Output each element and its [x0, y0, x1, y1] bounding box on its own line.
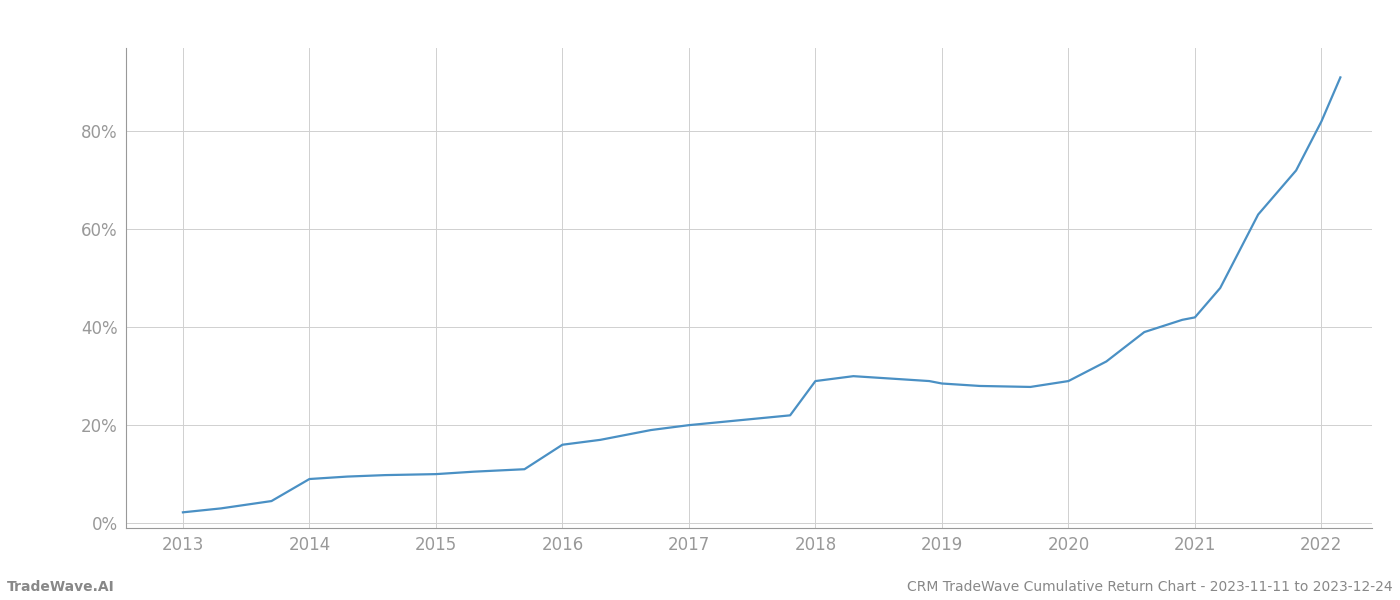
Text: CRM TradeWave Cumulative Return Chart - 2023-11-11 to 2023-12-24: CRM TradeWave Cumulative Return Chart - … [907, 580, 1393, 594]
Text: TradeWave.AI: TradeWave.AI [7, 580, 115, 594]
